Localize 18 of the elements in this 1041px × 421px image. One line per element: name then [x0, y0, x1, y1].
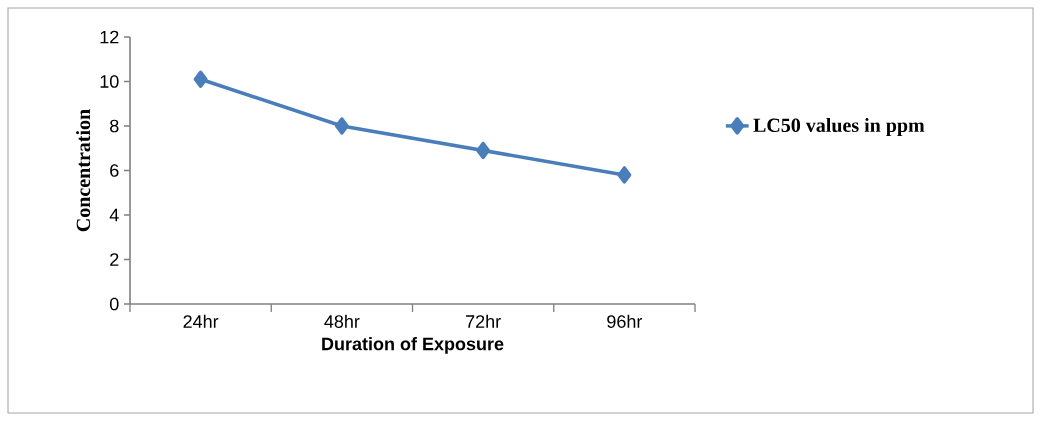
y-tick-label: 12 — [100, 30, 119, 44]
point — [617, 166, 632, 184]
y-tick-label: 2 — [110, 253, 119, 266]
point — [193, 70, 208, 89]
y-tick-label: 10 — [100, 75, 119, 88]
x-tick-label: 96hr — [607, 314, 643, 328]
y-tick-label: 4 — [109, 208, 119, 222]
y-tick-label: 6 — [110, 164, 119, 177]
x-axis-title: Duration of Exposure — [322, 337, 504, 354]
y-tick-label: 8 — [110, 119, 119, 133]
x-tick-label: 24hr — [183, 314, 219, 328]
point — [334, 117, 349, 135]
x-tick-label: 48hr — [324, 314, 360, 328]
x-tick-label: 72hr — [466, 314, 501, 328]
legend-label: LC50 values in ppm — [753, 117, 925, 137]
y-tick-label: 0 — [109, 297, 119, 311]
point — [476, 141, 491, 160]
y-axis-title: Concentration — [76, 109, 91, 232]
